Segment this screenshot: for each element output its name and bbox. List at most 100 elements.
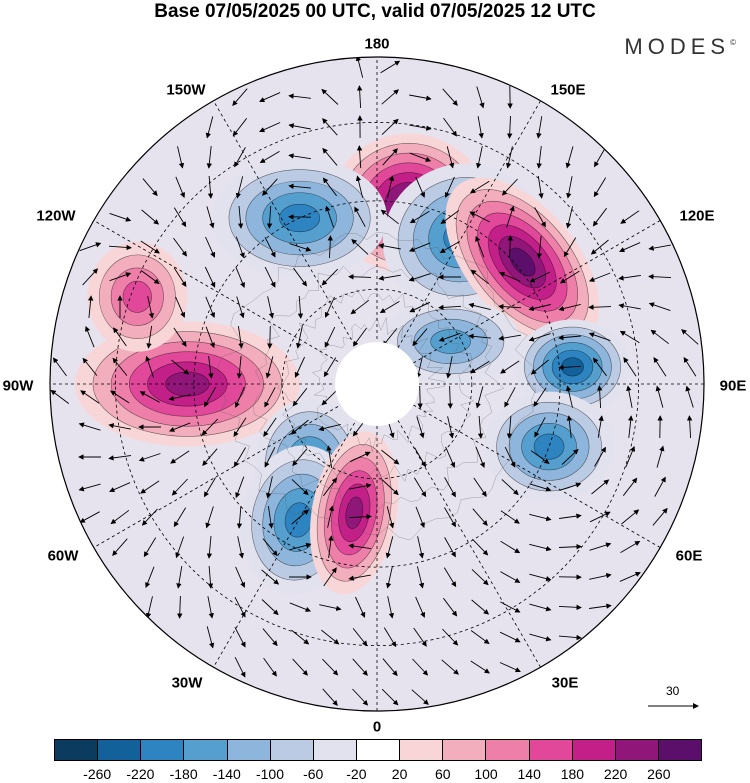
colorbar-swatch	[443, 740, 487, 760]
wind-arrow	[417, 536, 425, 559]
anomaly-layer	[74, 133, 630, 595]
wind-arrow	[683, 356, 697, 377]
wind-arrow	[471, 599, 490, 615]
wind-arrow	[288, 183, 311, 190]
wind-arrow	[208, 356, 214, 379]
anomaly-alaska-high	[445, 177, 600, 347]
wind-arrow	[382, 148, 398, 166]
wind-arrow	[444, 176, 455, 198]
wind-arrow	[259, 92, 281, 103]
wind-arrow	[529, 603, 552, 612]
wind-arrow	[470, 660, 490, 674]
wind-arrow	[78, 483, 101, 492]
colorbar-swatch	[658, 740, 702, 760]
wind-arrow	[173, 327, 187, 347]
wind-arrow	[536, 116, 543, 139]
wind-arrow	[469, 180, 490, 194]
wind-arrow	[109, 272, 132, 282]
wind-arrow	[507, 115, 513, 139]
wind-arrow	[322, 688, 338, 706]
colorbar-tick-label: 220	[603, 766, 628, 782]
wind-arrow	[409, 94, 432, 101]
wind-arrow	[234, 147, 246, 168]
wind-arrow	[477, 415, 484, 439]
wind-arrow	[173, 507, 187, 528]
map-border	[49, 56, 705, 712]
wind-arrow	[446, 356, 453, 379]
wind-arrow	[202, 448, 218, 466]
wind-arrow	[110, 510, 130, 525]
wind-arrow	[79, 242, 102, 252]
wind-arrow	[477, 116, 484, 139]
wind-arrow	[385, 566, 393, 589]
wind-arrow	[352, 688, 369, 706]
wind-arrow	[472, 538, 489, 556]
wind-arrow	[321, 88, 339, 105]
wind-arrow	[205, 326, 215, 349]
wind-arrow	[259, 151, 280, 164]
wind-arrow	[141, 209, 160, 225]
colorbar-tick-label: -180	[169, 766, 198, 782]
wind-arrow	[232, 118, 248, 137]
colorbar	[54, 739, 702, 761]
wind-arrow	[267, 506, 274, 529]
page-title: Base 07/05/2025 00 UTC, valid 07/05/2025…	[154, 1, 596, 22]
wind-arrow	[207, 596, 214, 619]
colorbar-swatch	[572, 740, 616, 760]
wind-arrow	[140, 480, 160, 494]
wind-arrow	[262, 628, 278, 647]
wind-arrow	[140, 270, 160, 285]
wind-arrow	[378, 243, 401, 250]
wind-arrow	[563, 237, 577, 258]
wind-arrow	[354, 596, 366, 618]
wind-arrow	[619, 330, 640, 344]
wind-arrow	[326, 445, 333, 468]
wind-arrow	[108, 455, 131, 461]
wind-arrow	[145, 566, 155, 589]
wind-arrow	[408, 242, 431, 252]
lon-label-60w: 60W	[47, 547, 79, 565]
colorbar-tick-label: -260	[83, 766, 112, 782]
wind-arrow	[529, 483, 552, 492]
colorbar-swatch	[270, 740, 314, 760]
lon-label-150e: 150E	[550, 81, 586, 99]
wind-arrow	[234, 626, 246, 648]
wind-arrow	[291, 479, 309, 496]
wind-arrow	[558, 634, 582, 641]
wind-arrow	[566, 415, 572, 438]
wind-arrow	[413, 627, 427, 647]
wind-arrow	[236, 296, 245, 319]
wind-arrow	[288, 93, 311, 99]
colorbar-swatch	[400, 740, 444, 760]
wind-arrow	[386, 506, 395, 529]
wind-arrow	[619, 571, 641, 582]
wind-arrow	[447, 385, 453, 409]
wind-arrow	[417, 385, 423, 409]
wind-arrow	[409, 152, 432, 162]
wind-arrow	[621, 509, 640, 525]
wind-arrow	[264, 387, 276, 408]
wind-arrow	[173, 267, 187, 288]
wind-arrow	[441, 659, 459, 675]
wind-arrow	[322, 658, 339, 676]
wind-arrow	[534, 207, 546, 228]
wind-arrow	[265, 356, 274, 379]
wind-arrow	[288, 153, 311, 160]
wind-arrow	[622, 477, 638, 496]
wind-arrow	[653, 357, 667, 377]
wind-arrow	[236, 356, 243, 379]
anomaly-asia-high	[87, 241, 188, 352]
wind-vectors	[50, 57, 699, 706]
wind-arrow	[264, 446, 276, 468]
wind-arrow	[143, 537, 157, 558]
wind-arrow	[236, 505, 243, 529]
wind-arrow	[536, 146, 542, 169]
lon-label-90w: 90W	[2, 377, 34, 395]
wind-arrow	[380, 60, 401, 74]
wind-arrow	[321, 268, 339, 286]
wind-arrow	[263, 417, 277, 437]
wind-arrow	[529, 271, 551, 283]
wind-arrow	[295, 326, 303, 349]
wind-arrow	[565, 146, 574, 169]
wind-arrow	[321, 629, 340, 645]
